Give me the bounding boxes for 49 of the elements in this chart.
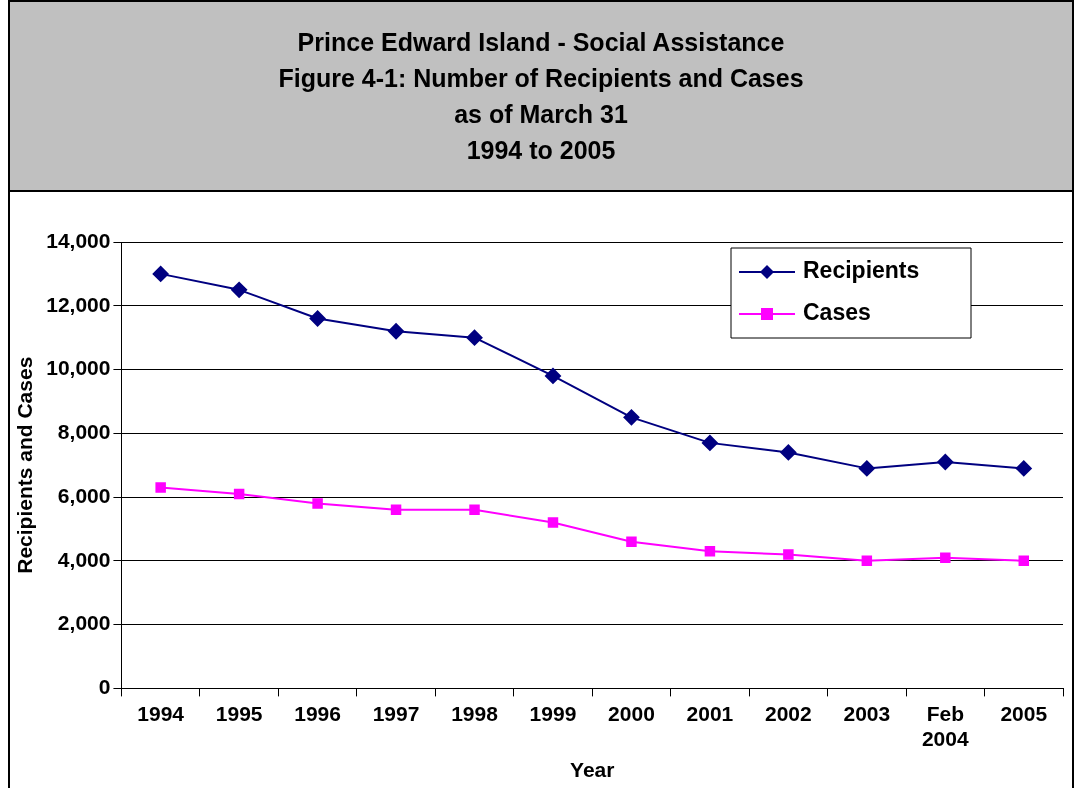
point — [626, 536, 637, 547]
y-tick-label: 6,000 — [57, 483, 111, 507]
point — [780, 444, 797, 461]
legend-label: Cases — [803, 299, 871, 326]
y-tick-label: 10,000 — [46, 356, 111, 380]
y-tick-label: 0 — [98, 675, 111, 699]
x-tick-label: 1999 — [529, 701, 577, 725]
point — [623, 409, 640, 426]
point — [861, 555, 873, 567]
point — [1018, 555, 1030, 567]
x-tick-label: 2003 — [843, 701, 891, 725]
point — [466, 329, 483, 346]
point — [469, 504, 480, 516]
x-tick-label: 2001 — [686, 701, 734, 725]
point — [940, 552, 951, 563]
point — [783, 549, 794, 560]
x-tick-label: 1995 — [215, 701, 263, 725]
x-tick-label: 2002 — [765, 701, 812, 725]
point — [312, 498, 323, 509]
y-tick-label: 14,000 — [46, 228, 111, 252]
y-tick-label: 4,000 — [57, 547, 111, 571]
point — [155, 482, 166, 493]
point — [388, 323, 405, 340]
y-tick-label: 8,000 — [57, 420, 111, 444]
point — [547, 517, 559, 528]
point — [858, 460, 875, 477]
point — [937, 454, 954, 471]
point — [231, 281, 248, 298]
point — [544, 367, 561, 384]
x-tick-label: 2000 — [608, 701, 655, 725]
y-tick-label: 12,000 — [46, 292, 111, 316]
point — [233, 488, 245, 500]
x-tick-label: 1994 — [137, 701, 185, 725]
point — [1015, 460, 1032, 477]
x-tick-label: 2005 — [1000, 701, 1048, 725]
x-tick-label: 1996 — [294, 701, 341, 725]
point — [309, 310, 326, 327]
x-tick-label: 1997 — [372, 701, 420, 725]
point — [704, 546, 716, 557]
legend-label: Recipients — [803, 257, 920, 284]
y-tick-label: 2,000 — [57, 611, 111, 635]
chart-title: Prince Edward Island - Social Assistance Figure 4-1: Number of Recipients and Cases as of March 31 1994 to 2005 — [10, 0, 1072, 192]
point — [701, 434, 718, 451]
point — [152, 265, 169, 282]
x-tick-label: Feb 2004 — [921, 701, 969, 750]
y-axis-title: Recipients and Cases — [13, 356, 37, 574]
x-tick-label: 1998 — [451, 701, 499, 725]
x-axis-title: Year — [570, 758, 615, 782]
point — [390, 504, 402, 516]
